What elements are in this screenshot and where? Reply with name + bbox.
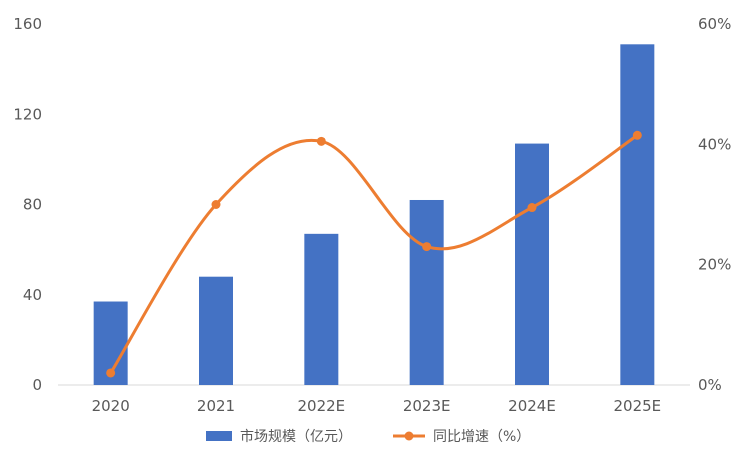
left-axis-tick-label: 80 <box>23 196 42 214</box>
x-axis-tick-label: 2023E <box>403 397 451 415</box>
growth-rate-point-2024E <box>527 203 537 213</box>
growth-rate-point-2023E <box>422 242 432 252</box>
growth-rate-point-2021 <box>211 200 221 209</box>
right-axis-tick-label: 40% <box>698 135 731 153</box>
x-axis-tick-label: 2025E <box>614 397 662 415</box>
legend-label-market-size: 市场规模（亿元） <box>240 428 352 445</box>
x-axis-tick-label: 2020 <box>92 397 130 415</box>
left-axis-tick-label: 0 <box>32 376 42 394</box>
growth-rate-line <box>109 134 639 374</box>
x-axis-tick-label: 2022E <box>298 397 346 415</box>
growth-rate-point-2025E <box>632 130 642 140</box>
legend-line-marker <box>404 431 414 441</box>
bar-market-size-2022E <box>304 233 339 385</box>
right-axis-tick-label: 60% <box>698 15 731 33</box>
bar-market-size-2024E <box>515 143 549 385</box>
x-axis-tick-label: 2021 <box>197 397 235 415</box>
right-axis-tick-label: 0% <box>698 376 722 394</box>
left-axis-tick-label: 120 <box>13 105 42 123</box>
right-axis-tick-label: 20% <box>698 256 731 274</box>
bar-market-size-2021 <box>199 276 233 385</box>
growth-rate-point-2022E <box>316 136 326 146</box>
left-axis-tick-label: 160 <box>13 15 42 33</box>
x-axis-tick-label: 2024E <box>508 397 556 415</box>
bar-market-size-2023E <box>409 199 444 385</box>
left-axis-tick-label: 40 <box>23 286 42 304</box>
bar-market-size-2025E <box>620 44 655 386</box>
legend-label-growth-rate: 同比增速（%） <box>433 429 530 445</box>
legend-bar-swatch <box>206 431 232 441</box>
growth-rate-point-2020 <box>106 368 116 378</box>
